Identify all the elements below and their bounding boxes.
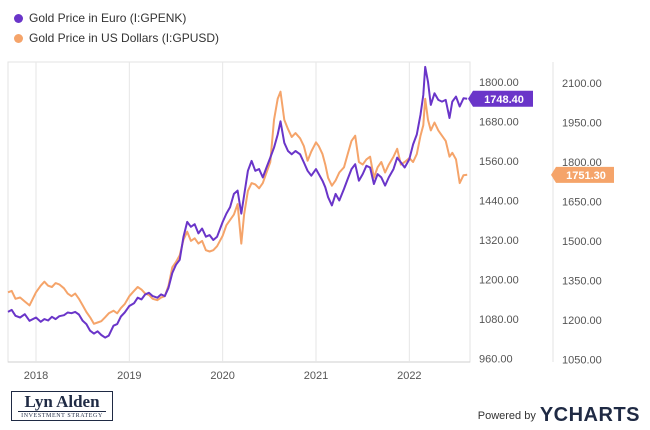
last-value-tags: 1748.40 1751.30 xyxy=(468,90,614,183)
right-tick-label-1800.00: 1800.00 xyxy=(562,157,602,169)
legend-item-euro[interactable]: Gold Price in Euro (I:GPENK) xyxy=(14,8,219,28)
right-tick-label-1200.00: 1200.00 xyxy=(562,315,602,327)
legend-label-euro: Gold Price in Euro (I:GPENK) xyxy=(29,11,187,25)
right-tick-label-1650.00: 1650.00 xyxy=(562,196,602,208)
right-tick-label-1950.00: 1950.00 xyxy=(562,118,602,130)
left-tick-label-1560.00: 1560.00 xyxy=(479,156,519,168)
series-line-usd xyxy=(7,90,468,325)
x-axis: 2018 2019 2020 2021 2022 xyxy=(24,370,422,382)
x-tick-label-2019: 2019 xyxy=(117,370,141,382)
last-value-tag-euro xyxy=(468,90,533,107)
grid-lines xyxy=(35,62,410,362)
right-tick-label-2100.00: 2100.00 xyxy=(562,78,602,90)
powered-by-ycharts[interactable]: Powered by YCHARTS xyxy=(478,404,640,427)
legend-item-usd[interactable]: Gold Price in US Dollars (I:GPUSD) xyxy=(14,28,219,48)
left-tick-label-1320.00: 1320.00 xyxy=(479,235,519,247)
logo-subtitle: INVESTMENT STRATEGY xyxy=(18,411,106,420)
right-tick-label-1500.00: 1500.00 xyxy=(562,236,602,248)
lyn-alden-logo[interactable]: Lyn Alden INVESTMENT STRATEGY xyxy=(11,391,113,421)
right-y-axis: 1050.00 1200.00 1350.00 1500.00 1650.00 1800.… xyxy=(562,78,602,366)
ycharts-logo: YCHARTS xyxy=(539,404,640,426)
left-y-axis: 960.00 1080.00 1200.00 1320.00 1440.00 1560.0… xyxy=(479,77,519,366)
legend-dot-euro xyxy=(14,13,23,23)
chart-legend: Gold Price in Euro (I:GPENK) Gold Price … xyxy=(14,8,219,48)
series-layer xyxy=(7,65,468,339)
left-tick-label-960.00: 960.00 xyxy=(479,354,513,366)
last-value-tag-usd xyxy=(551,166,614,183)
legend-label-usd: Gold Price in US Dollars (I:GPUSD) xyxy=(29,31,220,45)
left-tick-label-1680.00: 1680.00 xyxy=(479,116,519,128)
x-tick-label-2020: 2020 xyxy=(210,370,234,382)
x-tick-label-2022: 2022 xyxy=(397,370,421,382)
legend-dot-usd xyxy=(14,33,23,43)
series-line-euro xyxy=(7,65,468,339)
logo-name: Lyn Alden xyxy=(24,392,100,411)
left-tick-label-1800.00: 1800.00 xyxy=(479,77,519,89)
last-value-label-euro: 1748.40 xyxy=(484,94,524,106)
x-tick-label-2021: 2021 xyxy=(304,370,328,382)
last-value-label-usd: 1751.30 xyxy=(566,170,606,182)
powered-by-label: Powered by xyxy=(477,409,536,422)
left-tick-label-1200.00: 1200.00 xyxy=(479,275,519,287)
x-tick-label-2018: 2018 xyxy=(24,370,48,382)
left-tick-label-1080.00: 1080.00 xyxy=(479,314,519,326)
plot-frame xyxy=(7,61,554,363)
left-tick-label-1440.00: 1440.00 xyxy=(479,195,519,207)
right-tick-label-1350.00: 1350.00 xyxy=(562,275,602,287)
right-tick-label-1050.00: 1050.00 xyxy=(562,354,602,366)
